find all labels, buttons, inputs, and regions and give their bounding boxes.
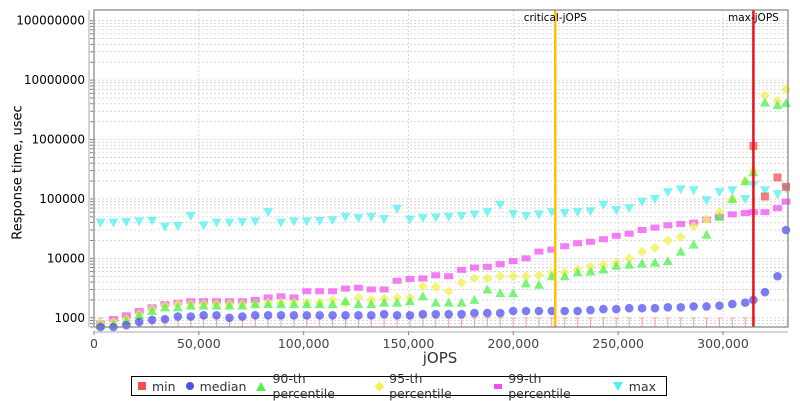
legend-label: max — [628, 378, 656, 394]
annotation-label: critical-jOPS — [524, 12, 587, 24]
y-tick-label: 100000 — [39, 192, 85, 206]
legend-label: 90-th percentile — [272, 371, 335, 401]
grid-lines — [93, 10, 788, 328]
y-tick-label: 10000 — [47, 251, 85, 265]
x-axis-label: jOPS — [0, 349, 800, 367]
x-tick-label: 100,000 — [278, 336, 330, 351]
y-tick-label: 1000 — [54, 311, 85, 325]
annotation-label: max-jOPS — [728, 12, 779, 24]
annotation-lines: critical-jOPS max-jOPS — [524, 10, 779, 327]
x-tick-label: 250,000 — [592, 336, 644, 351]
x-tick-label: 50,000 — [177, 336, 221, 351]
x-tick-label: 0 — [90, 336, 98, 351]
y-tick-label: 10000000 — [24, 73, 85, 87]
legend-item-90th: 90-th percentile — [256, 371, 366, 401]
legend-item-median: median — [185, 378, 247, 394]
legend-label: 95-th percentile — [389, 371, 452, 401]
x-tick-label: 200,000 — [487, 336, 539, 351]
x-axis-label-text: jOPS — [422, 349, 458, 367]
legend-item-99th: 99-th percentile — [493, 371, 603, 401]
square-icon — [138, 382, 146, 390]
legend-item-max: max — [612, 378, 656, 394]
axes: 0 50,000 100,000 150,000 200,000 250,000 300,0… — [16, 9, 789, 351]
y-axis-label: Response time, usec — [10, 105, 26, 240]
triangle-up-icon — [256, 381, 267, 391]
bar-icon — [493, 383, 503, 389]
legend-label: 99-th percentile — [508, 371, 571, 401]
triangle-down-icon — [612, 381, 623, 391]
legend-label: median — [199, 378, 247, 394]
y-tick-label: 100000000 — [16, 14, 85, 28]
diamond-icon — [374, 381, 385, 391]
circle-icon — [185, 382, 194, 390]
x-tick-label: 300,000 — [697, 336, 749, 351]
legend-label: min — [152, 378, 176, 394]
y-tick-label: 1000000 — [32, 133, 85, 147]
chart-legend: min median 90-th percentile 95-th percen… — [131, 371, 667, 401]
legend-item-95th: 95-th percentile — [374, 371, 483, 401]
x-tick-label: 150,000 — [383, 336, 435, 351]
legend-item-min: min — [138, 379, 176, 394]
